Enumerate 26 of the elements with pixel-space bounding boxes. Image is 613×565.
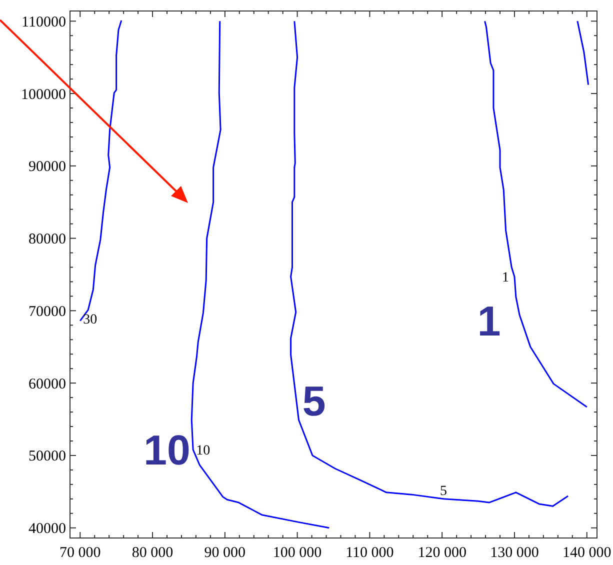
x-tick-label: 80 000 [132,545,174,561]
annotation: 10 [144,426,190,474]
annotation: 5 [302,378,326,425]
x-tick-label: 140 000 [562,545,612,561]
line-series [190,20,330,529]
y-tick-label: 50000 [28,448,66,465]
x-tick-label: 70 000 [60,545,101,561]
series-label: 10 [196,444,210,459]
line-series [290,20,569,507]
y-tick-label: 70000 [28,304,66,320]
annotation: 1 [477,298,501,345]
x-tick-label: 120 000 [418,545,466,561]
series-label: 30 [83,312,98,328]
x-tick-label: 130 000 [490,545,539,561]
x-tick-label: 100 000 [272,545,322,561]
y-tick-label: 90000 [28,159,66,176]
series-label: 1 [502,270,509,286]
x-tick-label: 90 000 [204,545,246,561]
y-tick-label: 80000 [28,232,66,248]
line-series [79,20,122,322]
y-tick-label: 100000 [21,86,66,103]
y-tick-label: 60000 [28,376,66,392]
y-tick-label: 110000 [22,14,66,30]
x-tick-label: 110 000 [346,545,394,561]
y-tick-label: 40000 [28,521,66,538]
series-label: 5 [440,484,448,499]
